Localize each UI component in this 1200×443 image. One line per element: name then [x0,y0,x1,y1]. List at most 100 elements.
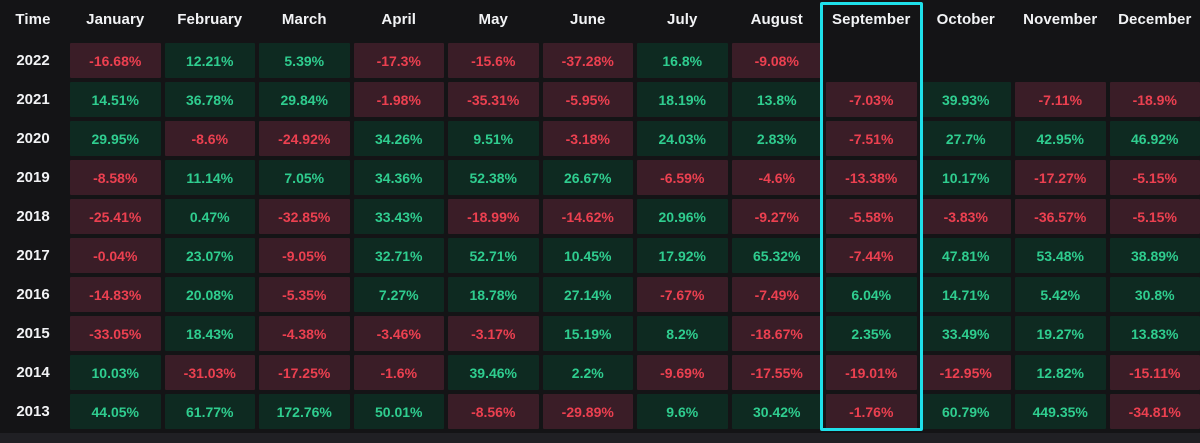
column-header-june[interactable]: June [570,11,606,28]
cell-june-2021: -5.95% [542,82,633,117]
cell-september-2020: -7.51% [826,121,917,156]
cell-october-2022 [921,43,1012,78]
cell-november-2017: 53.48% [1015,238,1106,273]
cell-january-2014: 10.03% [70,355,161,390]
cell-june-2022: -37.28% [542,43,633,78]
column-header-may[interactable]: May [478,11,508,28]
cell-august-2016: -7.49% [731,277,822,312]
column-header-january[interactable]: January [86,11,145,28]
cell-may-2018: -18.99% [448,199,539,234]
cell-february-2013: 61.77% [164,394,255,429]
cell-october-2014: -12.95% [920,355,1011,390]
row-label-2020: 2020 [16,130,50,147]
cell-august-2020: 2.83% [731,121,822,156]
cell-september-2022 [826,43,917,78]
cell-december-2017: 38.89% [1109,238,1200,273]
cell-may-2022: -15.6% [448,43,539,78]
cell-august-2015: -18.67% [731,316,822,351]
column-header-july[interactable]: July [667,11,698,28]
cell-february-2021: 36.78% [164,82,255,117]
column-header-november[interactable]: November [1023,11,1098,28]
cell-november-2014: 12.82% [1015,355,1106,390]
cell-january-2020: 29.95% [70,121,161,156]
cell-february-2017: 23.07% [164,238,255,273]
cell-june-2015: 15.19% [542,316,633,351]
cell-january-2022: -16.68% [70,43,161,78]
cell-july-2021: 18.19% [637,82,728,117]
row-label-2014: 2014 [16,364,50,381]
cell-august-2021: 13.8% [731,82,822,117]
cell-december-2019: -5.15% [1109,160,1200,195]
cell-march-2015: -4.38% [259,316,350,351]
cell-february-2018: 0.47% [164,199,255,234]
row-label-2016: 2016 [16,286,50,303]
cell-december-2015: 13.83% [1109,316,1200,351]
cell-july-2020: 24.03% [637,121,728,156]
column-header-october[interactable]: October [936,11,995,28]
cell-march-2014: -17.25% [259,355,350,390]
cell-february-2014: -31.03% [164,355,255,390]
cell-august-2013: 30.42% [731,394,822,429]
cell-february-2022: 12.21% [164,43,255,78]
cell-july-2018: 20.96% [637,199,728,234]
cell-march-2013: 172.76% [259,394,350,429]
cell-december-2014: -15.11% [1109,355,1200,390]
cell-october-2021: 39.93% [920,82,1011,117]
column-header-september[interactable]: September [832,11,911,28]
cell-october-2018: -3.83% [920,199,1011,234]
column-header-april[interactable]: April [381,11,417,28]
cell-july-2017: 17.92% [637,238,728,273]
cell-september-2015: 2.35% [826,316,917,351]
cell-april-2021: -1.98% [353,82,444,117]
cell-february-2019: 11.14% [164,160,255,195]
cell-january-2018: -25.41% [70,199,161,234]
cell-june-2017: 10.45% [542,238,633,273]
cell-may-2021: -35.31% [448,82,539,117]
cell-august-2019: -4.6% [731,160,822,195]
cell-november-2018: -36.57% [1015,199,1106,234]
cell-march-2022: 5.39% [259,43,350,78]
cell-june-2013: -29.89% [542,394,633,429]
cell-july-2013: 9.6% [637,394,728,429]
column-header-february[interactable]: February [177,11,243,28]
cell-june-2019: 26.67% [542,160,633,195]
column-header-august[interactable]: August [750,11,803,28]
cell-april-2015: -3.46% [353,316,444,351]
cell-march-2019: 7.05% [259,160,350,195]
cell-june-2020: -3.18% [542,121,633,156]
cell-may-2017: 52.71% [448,238,539,273]
cell-may-2013: -8.56% [448,394,539,429]
cell-december-2016: 30.8% [1109,277,1200,312]
cell-november-2015: 19.27% [1015,316,1106,351]
cell-october-2019: 10.17% [920,160,1011,195]
cell-september-2016: 6.04% [826,277,917,312]
cell-november-2016: 5.42% [1015,277,1106,312]
cell-october-2013: 60.79% [920,394,1011,429]
cell-may-2016: 18.78% [448,277,539,312]
column-header-march[interactable]: March [281,11,327,28]
row-label-2021: 2021 [16,91,50,108]
cell-october-2017: 47.81% [920,238,1011,273]
cell-january-2021: 14.51% [70,82,161,117]
cell-october-2020: 27.7% [920,121,1011,156]
column-header-december[interactable]: December [1118,11,1192,28]
cell-february-2015: 18.43% [164,316,255,351]
time-column-header: Time [15,11,51,28]
cell-august-2022: -9.08% [731,43,822,78]
cell-february-2020: -8.6% [164,121,255,156]
cell-july-2015: 8.2% [637,316,728,351]
cell-june-2016: 27.14% [542,277,633,312]
row-label-2013: 2013 [16,403,50,420]
cell-january-2016: -14.83% [70,277,161,312]
cell-june-2018: -14.62% [542,199,633,234]
cell-november-2020: 42.95% [1015,121,1106,156]
cell-september-2017: -7.44% [826,238,917,273]
cell-december-2021: -18.9% [1109,82,1200,117]
cell-december-2013: -34.81% [1109,394,1200,429]
cell-april-2018: 33.43% [353,199,444,234]
cell-july-2016: -7.67% [637,277,728,312]
cell-august-2018: -9.27% [731,199,822,234]
cell-november-2022 [1015,43,1106,78]
cell-december-2018: -5.15% [1109,199,1200,234]
